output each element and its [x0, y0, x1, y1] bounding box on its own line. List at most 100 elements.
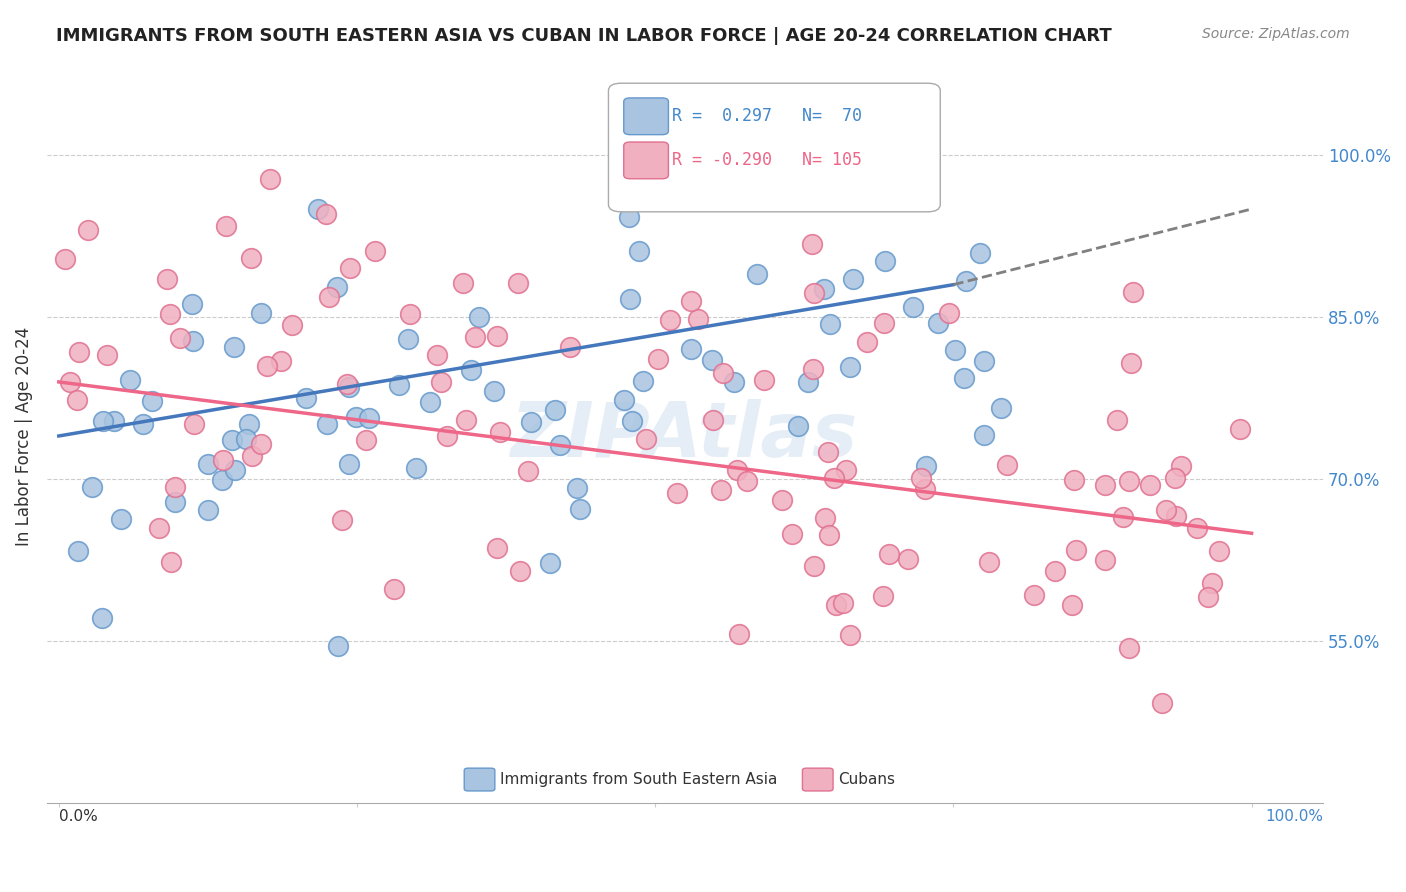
- Point: [955, 274, 977, 288]
- Point: [419, 395, 441, 409]
- Point: [1043, 564, 1066, 578]
- Point: [239, 251, 262, 265]
- Point: [658, 312, 681, 326]
- Point: [454, 413, 477, 427]
- Point: [842, 272, 865, 286]
- FancyBboxPatch shape: [803, 768, 834, 791]
- Point: [835, 463, 858, 477]
- Point: [977, 555, 1000, 569]
- Point: [330, 513, 353, 527]
- Point: [399, 307, 422, 321]
- Point: [1060, 599, 1083, 613]
- Point: [259, 171, 281, 186]
- Point: [825, 599, 848, 613]
- Point: [803, 559, 825, 574]
- Point: [339, 457, 361, 471]
- Point: [235, 432, 257, 446]
- Point: [270, 353, 292, 368]
- Point: [872, 589, 894, 603]
- Point: [238, 417, 260, 431]
- Point: [1118, 640, 1140, 655]
- Point: [181, 297, 204, 311]
- Point: [339, 261, 361, 276]
- Point: [544, 403, 567, 417]
- Point: [197, 457, 219, 471]
- Point: [914, 483, 936, 497]
- Point: [211, 452, 233, 467]
- Point: [1164, 471, 1187, 485]
- Point: [839, 628, 862, 642]
- FancyBboxPatch shape: [624, 98, 668, 135]
- Point: [430, 376, 453, 390]
- Point: [1094, 478, 1116, 492]
- Point: [873, 317, 896, 331]
- Text: 100.0%: 100.0%: [1265, 809, 1323, 824]
- Point: [938, 306, 960, 320]
- Point: [679, 342, 702, 356]
- Point: [165, 495, 187, 509]
- Point: [388, 378, 411, 392]
- Point: [509, 564, 531, 578]
- Point: [436, 429, 458, 443]
- Y-axis label: In Labor Force | Age 20-24: In Labor Force | Age 20-24: [15, 326, 32, 546]
- Point: [159, 555, 181, 569]
- Point: [1185, 521, 1208, 535]
- Point: [356, 433, 378, 447]
- Point: [141, 393, 163, 408]
- Text: 0.0%: 0.0%: [59, 809, 97, 824]
- Point: [787, 419, 810, 434]
- Point: [181, 334, 204, 348]
- Point: [344, 409, 367, 424]
- Point: [943, 343, 966, 357]
- Point: [426, 348, 449, 362]
- Point: [619, 293, 641, 307]
- Point: [197, 503, 219, 517]
- Point: [1112, 510, 1135, 524]
- Point: [336, 377, 359, 392]
- Point: [1063, 473, 1085, 487]
- Point: [96, 348, 118, 362]
- Point: [752, 373, 775, 387]
- Point: [359, 410, 381, 425]
- Point: [215, 219, 238, 233]
- Point: [307, 202, 329, 217]
- Point: [897, 552, 920, 566]
- Point: [1164, 508, 1187, 523]
- Point: [838, 359, 860, 374]
- FancyBboxPatch shape: [624, 142, 668, 178]
- Point: [1139, 477, 1161, 491]
- Point: [801, 361, 824, 376]
- Point: [451, 276, 474, 290]
- Point: [619, 210, 641, 224]
- Point: [1150, 697, 1173, 711]
- Point: [538, 556, 561, 570]
- Point: [910, 471, 932, 485]
- Point: [1154, 503, 1177, 517]
- Text: ZIPAtlas: ZIPAtlas: [512, 399, 859, 473]
- Point: [647, 351, 669, 366]
- Point: [621, 414, 644, 428]
- Point: [76, 223, 98, 237]
- Point: [915, 459, 938, 474]
- Point: [468, 310, 491, 324]
- Text: IMMIGRANTS FROM SOUTH EASTERN ASIA VS CUBAN IN LABOR FORCE | AGE 20-24 CORRELATI: IMMIGRANTS FROM SOUTH EASTERN ASIA VS CU…: [56, 27, 1112, 45]
- Point: [990, 401, 1012, 416]
- Point: [1208, 544, 1230, 558]
- Point: [163, 480, 186, 494]
- Point: [558, 340, 581, 354]
- Point: [405, 460, 427, 475]
- Point: [875, 253, 897, 268]
- Point: [1094, 553, 1116, 567]
- Point: [318, 290, 340, 304]
- Text: R = -0.290   N= 105: R = -0.290 N= 105: [672, 152, 862, 169]
- Point: [482, 384, 505, 398]
- Point: [901, 300, 924, 314]
- Point: [686, 312, 709, 326]
- Point: [548, 438, 571, 452]
- Point: [486, 541, 509, 555]
- Point: [59, 375, 82, 389]
- Point: [222, 340, 245, 354]
- Point: [613, 392, 636, 407]
- Point: [1118, 474, 1140, 488]
- Point: [1201, 575, 1223, 590]
